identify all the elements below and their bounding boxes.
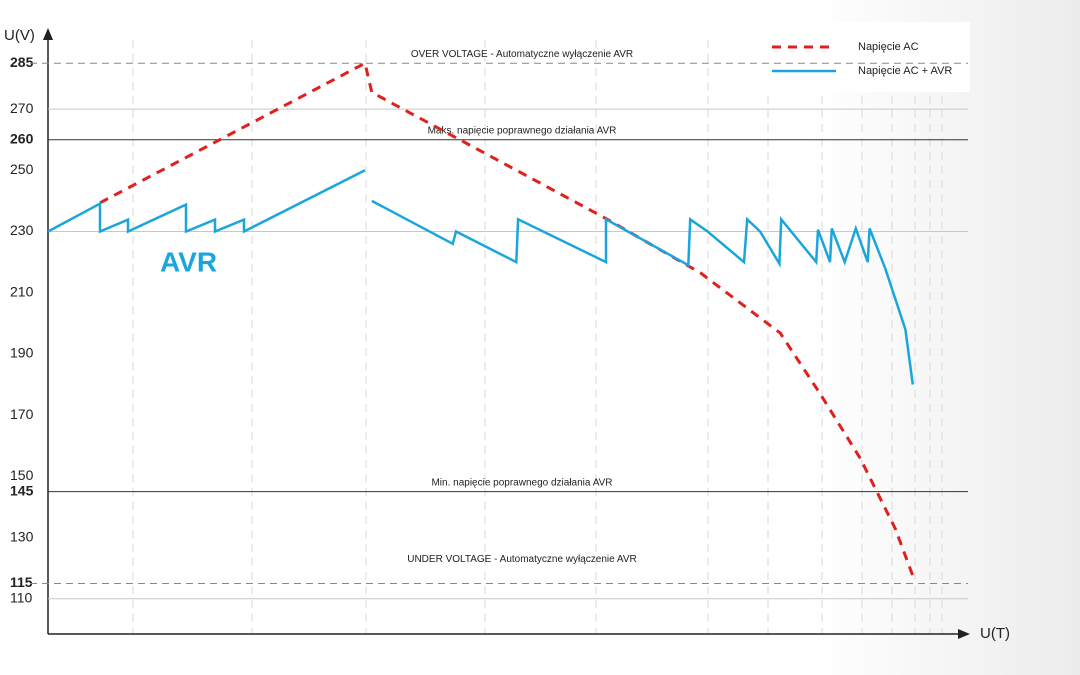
y-tick-label: 170 — [10, 406, 34, 422]
y-tick-label: 115 — [10, 574, 33, 590]
y-tick-label: 230 — [10, 222, 34, 238]
legend-label: Napięcie AC + AVR — [858, 65, 952, 77]
y-tick-label: 145 — [10, 482, 34, 498]
y-tick-label: 110 — [10, 590, 33, 606]
vertical-grid — [132, 40, 943, 634]
y-tick-label: 190 — [10, 345, 34, 361]
reference-label: Maks. napięcie poprawnego działania AVR — [428, 125, 617, 136]
y-tick-label: 260 — [10, 130, 34, 146]
y-tick-label: 150 — [10, 467, 34, 483]
avr-annotation: AVR — [160, 246, 217, 277]
reference-label: Min. napięcie poprawnego działania AVR — [431, 477, 612, 488]
y-tick-label: 285 — [10, 54, 34, 70]
y-axis-label: U(V) — [4, 27, 35, 44]
reference-label: OVER VOLTAGE - Automatyczne wyłączenie A… — [411, 49, 633, 60]
y-arrow — [43, 28, 53, 40]
y-tick-label: 210 — [10, 283, 34, 299]
y-tick-label: 250 — [10, 161, 34, 177]
y-tick-label: 130 — [10, 528, 34, 544]
y-tick-label: 270 — [10, 100, 34, 116]
series-line — [47, 169, 915, 385]
series-line — [99, 60, 915, 577]
legend-box — [752, 22, 970, 92]
x-axis-label: U(T) — [980, 625, 1010, 642]
x-arrow — [958, 629, 970, 639]
legend-label: Napięcie AC — [858, 41, 919, 53]
reference-label: UNDER VOLTAGE - Automatyczne wyłączenie … — [407, 554, 637, 565]
